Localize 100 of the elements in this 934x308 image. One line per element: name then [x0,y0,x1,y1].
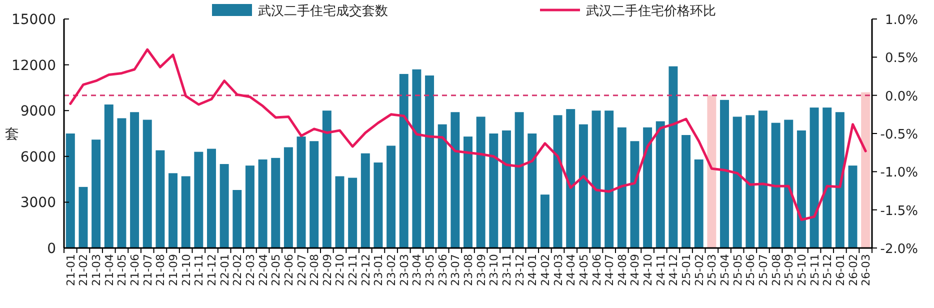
bar [92,140,101,248]
x-tick-label: 24-06 [590,254,604,286]
y-tick-label: 9000 [20,104,56,120]
bar [360,153,370,248]
x-tick-label: 25-09 [782,254,796,286]
bar [784,120,794,248]
bar [656,121,665,248]
bar [489,134,498,248]
bar [682,135,691,248]
bar [220,164,229,248]
bar [694,159,704,248]
x-tick-label: 23-03 [398,254,411,286]
x-tick-label: 24-10 [642,254,655,286]
bar [348,178,358,248]
x-tick-label: 24-04 [564,254,578,286]
x-tick-label: 26-02 [846,254,860,286]
bar [720,100,729,248]
y2-tick-label: -1.5% [880,204,918,219]
x-tick-label: 23-07 [449,254,462,286]
x-tick-label: 22-06 [282,254,296,286]
bar [335,176,344,248]
x-tick-label: 25-01 [680,254,694,286]
bar [142,120,152,248]
bar [746,115,755,248]
bar [104,104,114,248]
x-tick-label: 23-04 [410,254,424,286]
x-tick-label: 25-07 [756,254,770,286]
x-tick-label: 21-08 [154,254,168,286]
x-tick-label: 22-07 [295,254,308,286]
bar [822,108,832,248]
bar [245,166,254,248]
x-tick-label: 21-02 [77,254,90,286]
x-tick-label: 24-02 [538,254,552,286]
bar [758,110,768,248]
y-tick-label: 15000 [11,12,56,28]
bar [592,110,601,248]
x-tick-label: 21-10 [180,254,193,286]
x-tick-label: 23-08 [462,254,475,286]
x-tick-label: 25-06 [744,254,758,286]
x-tick-label: 24-08 [616,254,629,286]
bar [194,152,204,248]
x-tick-label: 24-12 [667,254,680,286]
bar [848,166,858,248]
bar [425,75,434,248]
x-tick-label: 25-02 [692,254,706,286]
y2-tick-label: 0.0% [884,89,918,104]
bar [450,112,460,248]
bar [284,147,293,248]
x-tick-label: 23-05 [424,254,437,286]
bar [796,130,806,248]
x-tick-label: 23-02 [385,254,398,286]
bar [310,141,319,248]
x-tick-label: 25-03 [706,254,719,286]
x-tick-label: 22-11 [346,254,360,286]
bar [771,122,780,248]
x-tick-label: 22-10 [334,254,347,286]
bar [78,186,88,248]
x-tick-label: 22-05 [270,254,283,286]
bar [181,176,190,248]
bar [566,109,576,248]
bar [643,127,652,248]
x-tick-label: 23-09 [474,254,488,286]
bar [207,148,216,248]
bar [374,162,383,248]
bar [322,110,332,248]
x-tick-label: 22-02 [231,254,244,286]
legend-label: 武汉二手住宅价格环比 [586,3,716,19]
bar [861,92,870,248]
bar [296,136,306,248]
x-tick-label: 23-11 [500,254,514,286]
x-tick-label: 24-01 [526,254,540,286]
bar [117,118,126,248]
x-tick-label: 21-01 [64,254,78,286]
x-tick-label: 24-11 [654,254,668,286]
x-tick-label: 21-04 [102,254,116,286]
bar [514,112,524,248]
bar [617,127,626,248]
bar [271,158,280,248]
bar [66,134,75,248]
bar [604,110,614,248]
bar [130,112,140,248]
x-tick-label: 24-09 [628,254,642,286]
x-tick-label: 24-05 [577,254,590,286]
x-tick-label: 21-03 [90,254,104,286]
bar [438,124,447,248]
x-tick-label: 25-12 [821,254,834,286]
x-tick-label: 26-03 [860,254,873,286]
line-series [69,48,867,222]
x-tick-label: 23-06 [436,254,450,286]
x-tick-label: 21-07 [141,254,154,286]
x-tick-label: 23-12 [513,254,526,286]
x-tick-label: 23-10 [488,254,501,286]
x-tick-label: 26-01 [834,254,847,286]
x-tick-label: 25-05 [731,254,744,286]
x-tick-label: 22-04 [256,254,270,286]
y-tick-label: 3000 [20,195,56,212]
y-tick-label: 6000 [20,149,56,166]
x-tick-label: 22-03 [244,254,257,286]
bar [732,116,742,248]
bar [578,124,588,248]
